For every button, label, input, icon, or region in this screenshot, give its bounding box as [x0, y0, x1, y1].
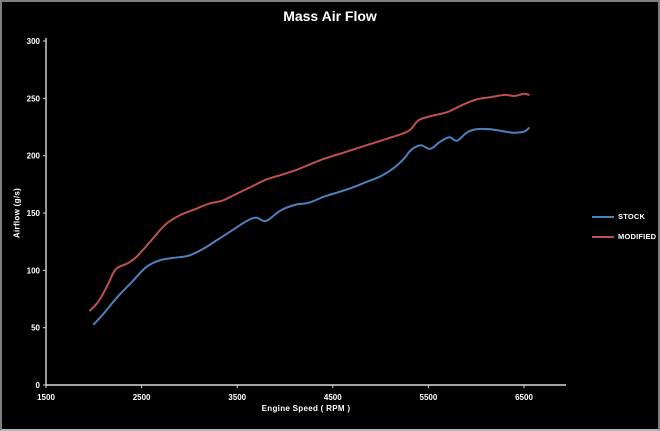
y-tick-label: 0: [36, 381, 41, 390]
x-tick-label: 1500: [37, 393, 55, 402]
legend-item-modified: MODIFIED: [592, 232, 656, 241]
x-tick-label: 2500: [133, 393, 151, 402]
x-axis-title: Engine Speed ( RPM ): [261, 404, 351, 413]
x-tick-label: 6500: [515, 393, 533, 402]
series-line-stock: [92, 127, 530, 326]
legend-label-modified: MODIFIED: [618, 232, 657, 241]
x-tick-label: 5500: [420, 393, 438, 402]
y-tick-label: 50: [31, 324, 40, 333]
legend: STOCK MODIFIED: [592, 212, 656, 252]
modified-line-swatch: [592, 235, 614, 238]
y-tick-label: 100: [27, 266, 41, 275]
x-tick-label: 3500: [228, 393, 246, 402]
y-tick-label: 300: [27, 37, 41, 46]
stock-line-swatch: [592, 215, 614, 218]
x-tick-label: 4500: [324, 393, 342, 402]
chart-title: Mass Air Flow: [283, 8, 377, 24]
y-tick-label: 250: [27, 94, 41, 103]
y-tick-label: 200: [27, 152, 41, 161]
legend-label-stock: STOCK: [618, 212, 646, 221]
series-line-modified: [89, 92, 530, 312]
legend-item-stock: STOCK: [592, 212, 656, 221]
y-tick-label: 150: [27, 209, 41, 218]
